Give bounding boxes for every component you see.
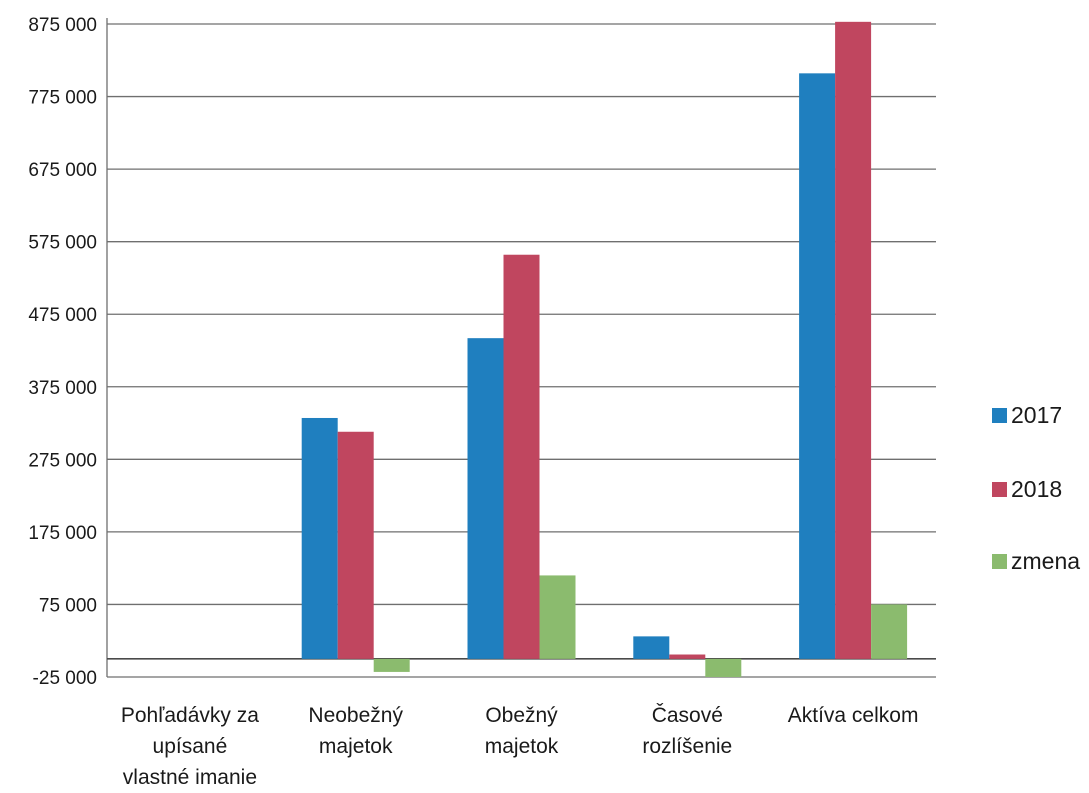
legend-swatch-zmena bbox=[992, 554, 1007, 569]
legend-label: 2017 bbox=[1011, 402, 1062, 428]
bar-2018-4 bbox=[835, 21, 872, 659]
bar-zmena-1 bbox=[373, 658, 410, 672]
category-labels: Pohľadávky za upísané vlastné imanie Neobež… bbox=[121, 704, 919, 789]
bars bbox=[301, 21, 908, 677]
x-category-label: Časové bbox=[652, 704, 723, 727]
bar-2017-3 bbox=[633, 636, 670, 659]
y-tick-label: -25 000 bbox=[33, 668, 97, 689]
axes: -25 000 75 000 175 000 275 000 375 000 475 00… bbox=[28, 15, 936, 689]
x-category-label: majetok bbox=[485, 735, 559, 758]
x-category-label: majetok bbox=[319, 735, 393, 758]
y-tick-label: 775 000 bbox=[28, 88, 97, 109]
y-tick-label: 875 000 bbox=[28, 15, 97, 36]
bar-zmena-4 bbox=[871, 604, 908, 659]
bar-2018-1 bbox=[337, 431, 374, 659]
legend-label: 2018 bbox=[1011, 476, 1062, 502]
y-tick-label: 75 000 bbox=[39, 595, 97, 616]
x-category-label: rozlíšenie bbox=[642, 735, 732, 758]
y-tick-label: 575 000 bbox=[28, 233, 97, 254]
y-tick-label: 175 000 bbox=[28, 523, 97, 544]
x-category-label: Neobežný bbox=[308, 704, 403, 727]
bar-2018-2 bbox=[503, 254, 540, 659]
x-category-label: Aktíva celkom bbox=[788, 704, 919, 727]
y-tick-label: 475 000 bbox=[28, 305, 97, 326]
legend-label: zmena bbox=[1011, 548, 1080, 574]
bar-2017-1 bbox=[301, 417, 338, 659]
legend-swatch-2017 bbox=[992, 408, 1007, 423]
bar-zmena-2 bbox=[539, 575, 576, 659]
x-category-label: Pohľadávky za bbox=[121, 704, 259, 727]
bar-2017-2 bbox=[467, 338, 504, 659]
bar-zmena-3 bbox=[705, 658, 742, 677]
x-category-label: vlastné imanie bbox=[123, 766, 257, 788]
x-category-label: Obežný bbox=[485, 704, 558, 727]
y-tick-label: 275 000 bbox=[28, 450, 97, 471]
y-tick-label: 375 000 bbox=[28, 378, 97, 399]
bar-2017-4 bbox=[799, 73, 836, 659]
y-tick-label: 675 000 bbox=[28, 160, 97, 181]
legend-swatch-2018 bbox=[992, 482, 1007, 497]
x-category-label: upísané bbox=[153, 735, 228, 758]
legend: 2017 2018 zmena bbox=[992, 402, 1080, 574]
bar-2018-3 bbox=[669, 654, 706, 659]
